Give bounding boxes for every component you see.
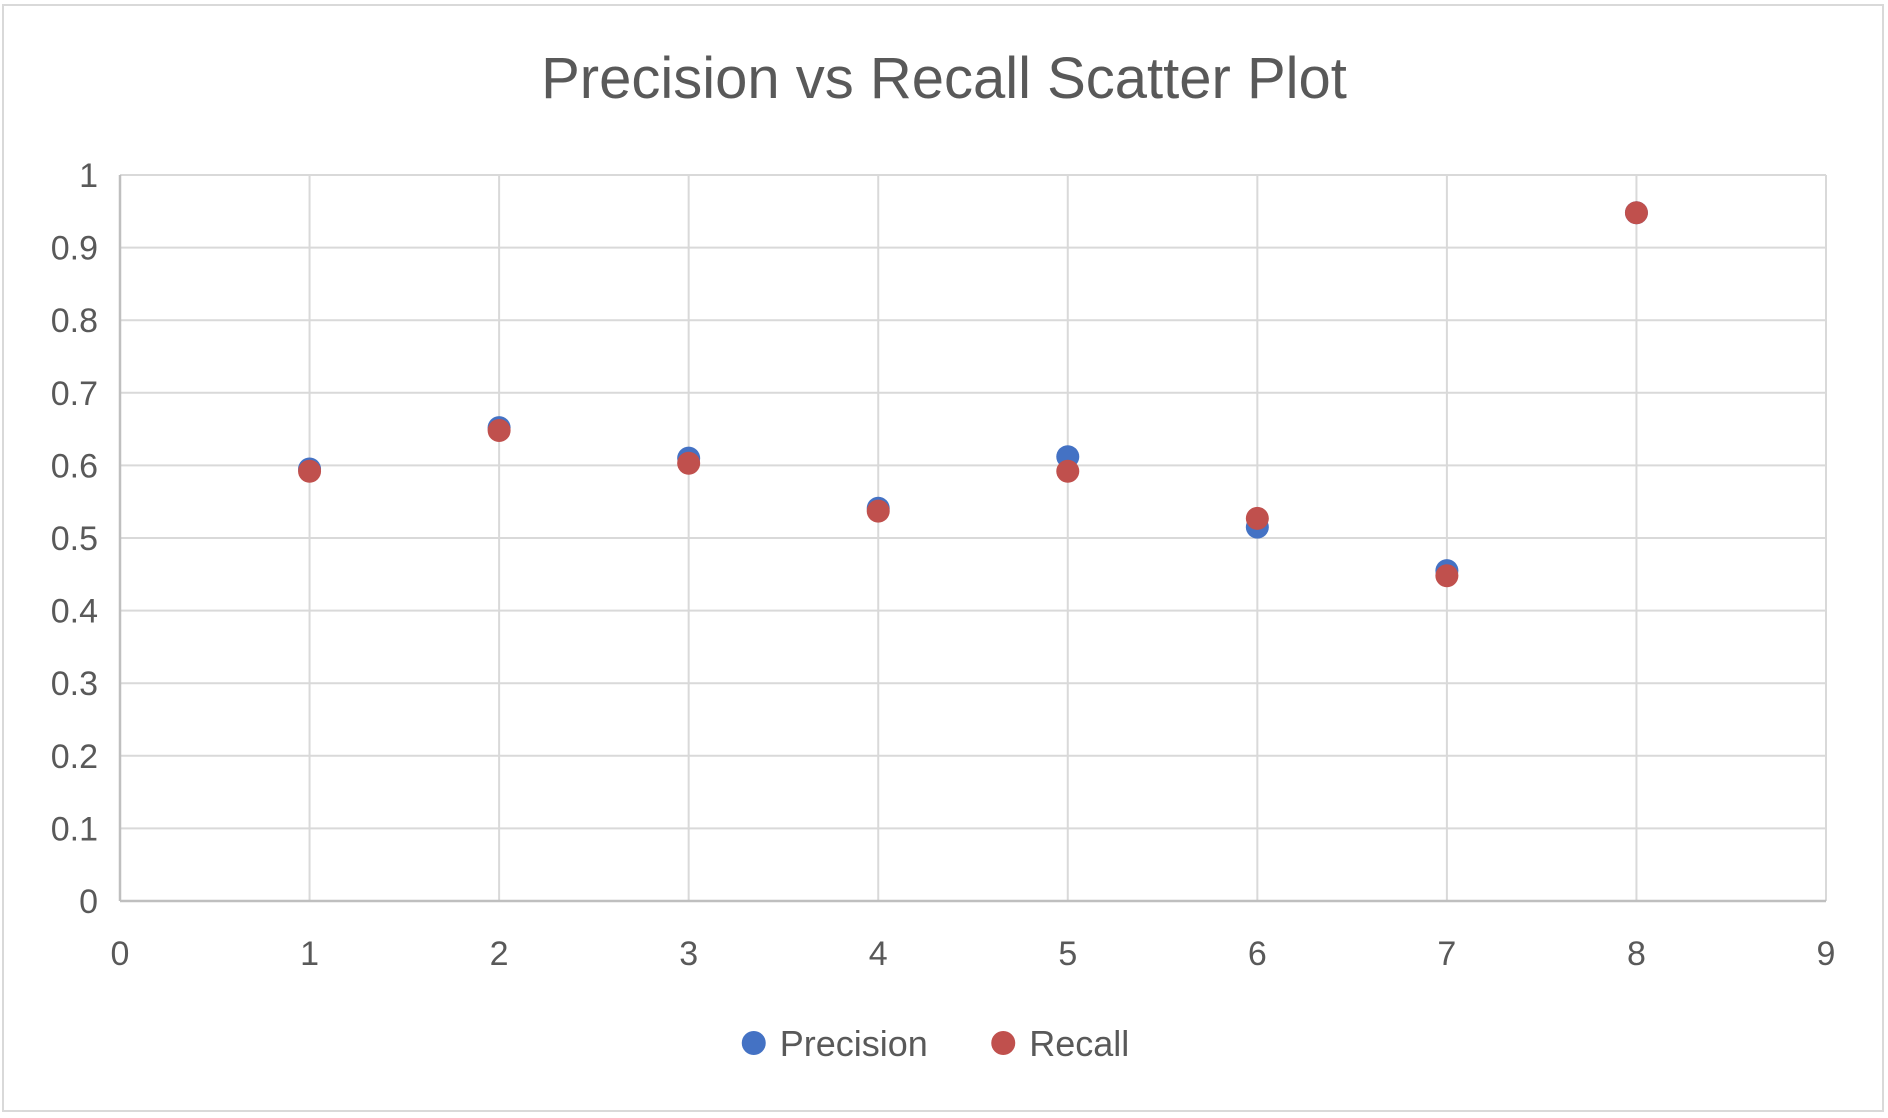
precision-legend-marker (741, 1031, 766, 1055)
y-tick-label: 0.1 (51, 810, 98, 848)
x-tick-label: 3 (679, 935, 698, 973)
y-tick-label: 0.9 (51, 230, 98, 268)
legend: Precision Recall (741, 1023, 1129, 1064)
recall-point (1435, 564, 1459, 588)
data-points (298, 201, 1648, 588)
y-tick-label: 0.3 (51, 665, 98, 703)
y-tick-label: 0.2 (51, 738, 98, 776)
recall-point (866, 499, 890, 523)
chart-frame (2, 4, 1884, 1112)
axis-layer (118, 175, 1826, 903)
x-tick-label: 1 (300, 935, 319, 973)
recall-legend-label: Recall (1029, 1023, 1129, 1064)
recall-point (298, 459, 322, 483)
y-tick-label: 0.8 (51, 302, 98, 340)
x-tick-label: 0 (111, 935, 130, 973)
recall-point (1624, 201, 1648, 225)
x-tick-label: 7 (1437, 935, 1456, 973)
grid-layer (120, 174, 1827, 901)
recall-point (1245, 506, 1269, 530)
y-tick-label: 1 (79, 157, 98, 195)
y-tick-label: 0.5 (51, 520, 98, 558)
recall-point (1056, 459, 1080, 483)
y-tick-label: 0.7 (51, 375, 98, 413)
x-tick-label: 2 (490, 935, 509, 973)
chart-title: Precision vs Recall Scatter Plot (541, 46, 1347, 111)
recall-point (487, 419, 511, 443)
y-tick-label: 0.4 (51, 593, 98, 631)
x-tick-label: 5 (1058, 935, 1077, 973)
tick-labels: 0 0.1 0.2 0.3 0.4 0.5 0.6 0.7 0.8 0.9 1 0 1 2 3 4 5 6 7 8 9 (51, 157, 1836, 973)
x-tick-label: 6 (1248, 935, 1267, 973)
x-tick-label: 9 (1817, 935, 1836, 973)
recall-legend-marker (991, 1031, 1016, 1055)
y-tick-label: 0.6 (51, 447, 98, 485)
precision-legend-label: Precision (780, 1023, 928, 1064)
x-tick-label: 4 (869, 935, 888, 973)
recall-point (677, 451, 701, 475)
x-tick-label: 8 (1627, 935, 1646, 973)
y-tick-label: 0 (79, 883, 98, 921)
